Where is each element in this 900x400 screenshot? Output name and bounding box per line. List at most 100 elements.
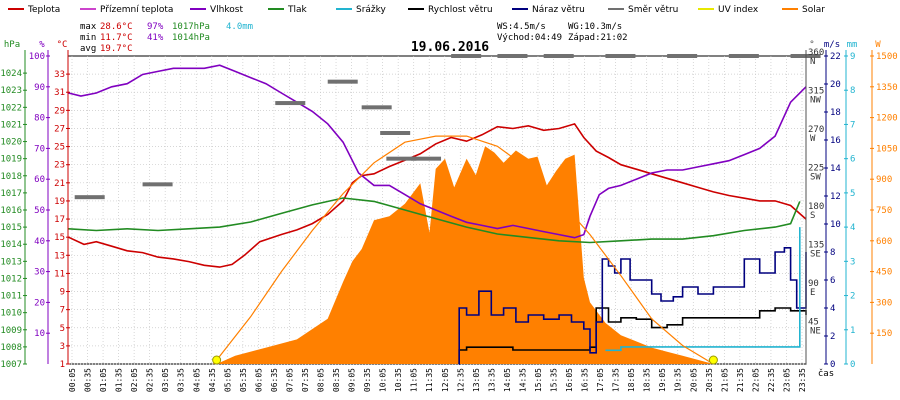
chart-title: 19.06.2016: [411, 40, 489, 55]
y-tick-label: 1009: [0, 326, 22, 336]
y-tick-label: 1200: [876, 114, 898, 124]
x-tick-label: 01:05: [99, 368, 108, 392]
direction-tick-value: 135: [808, 241, 824, 251]
y-tick-label: 100: [29, 52, 45, 62]
legend-label: UV index: [718, 5, 759, 15]
x-tick-label: 06:05: [254, 368, 263, 392]
direction-tick-value: 45: [808, 318, 819, 328]
solar-area: [216, 146, 714, 364]
x-tick-label: 07:35: [301, 368, 310, 392]
y-tick-label: 1023: [0, 86, 22, 96]
y-tick-label: 50: [34, 206, 45, 216]
y-tick-label: 9: [850, 52, 855, 62]
wind-direction-mark: [327, 79, 358, 84]
y-tick-label: 70: [34, 144, 45, 154]
unit-w: W: [875, 40, 881, 50]
stat-min-press: 1014hPa: [172, 33, 210, 43]
y-tick-label: 600: [876, 237, 892, 247]
direction-tick-label: SE: [810, 250, 821, 260]
x-tick-label: 08:35: [332, 368, 341, 392]
x-tick-label: 23:05: [782, 368, 791, 392]
x-tick-label: 04:35: [208, 368, 217, 392]
series-tlak-line: [68, 197, 801, 244]
y-tick-label: 8: [850, 86, 855, 96]
y-tick-label: 1008: [0, 343, 22, 353]
x-tick-label: 13:35: [487, 368, 496, 392]
y-tick-label: 23: [54, 161, 65, 171]
direction-tick-value: 315: [808, 87, 824, 97]
legend-label: Teplota: [27, 5, 60, 15]
stat-wg: WG:10.3m/s: [568, 22, 622, 32]
x-tick-label: 22:05: [751, 368, 760, 392]
wind-direction-mark: [74, 195, 105, 200]
y-tick-label: 80: [34, 114, 45, 124]
y-tick-label: 1050: [876, 144, 898, 154]
x-tick-label: 12:05: [441, 368, 450, 392]
x-tick-label: 14:05: [503, 368, 512, 392]
y-tick-label: 16: [830, 136, 841, 146]
y-tick-label: 18: [830, 108, 841, 118]
y-tick-label: 1350: [876, 83, 898, 93]
wind-direction-mark: [411, 156, 442, 161]
y-tick-label: 60: [34, 175, 45, 185]
x-tick-label: 00:05: [68, 368, 77, 392]
direction-tick-value: 360: [808, 48, 824, 58]
wind-direction-mark: [728, 54, 759, 58]
stat-min-hum: 41%: [147, 33, 164, 43]
legend-label: Vlhkost: [210, 5, 243, 15]
x-tick-label: 18:35: [643, 368, 652, 392]
wind-direction-mark: [451, 54, 482, 58]
wind-direction-mark: [386, 156, 417, 161]
stat-max-rain: 4.0mm: [226, 22, 253, 32]
y-tick-label: 1013: [0, 257, 22, 267]
y-tick-label: 29: [54, 106, 65, 116]
y-tick-label: 750: [876, 206, 892, 216]
y-tick-label: 4: [850, 223, 855, 233]
y-tick-label: 20: [34, 298, 45, 308]
direction-tick-value: 225: [808, 164, 824, 174]
x-tick-label: 10:05: [379, 368, 388, 392]
x-tick-label: 05:35: [239, 368, 248, 392]
x-tick-label: 10:35: [394, 368, 403, 392]
y-tick-label: 7: [850, 120, 855, 130]
x-tick-label: 09:35: [363, 368, 372, 392]
stat-min-temp: 11.7°C: [100, 33, 133, 43]
x-tick-label: 07:05: [285, 368, 294, 392]
y-tick-label: 1017: [0, 189, 22, 199]
legend-label: Rychlost větru: [428, 5, 493, 15]
y-tick-label: 0: [830, 360, 835, 370]
wind-direction-mark: [667, 54, 698, 58]
x-tick-label: 05:05: [223, 368, 232, 392]
legend-label: Srážky: [356, 5, 387, 15]
x-tick-label: 20:35: [705, 368, 714, 392]
y-tick-label: 1011: [0, 292, 22, 302]
y-tick-label: 300: [876, 298, 892, 308]
stat-sunset: Západ:21:02: [568, 33, 628, 43]
y-tick-label: 10: [34, 329, 45, 339]
legend-label: Tlak: [287, 5, 308, 15]
x-tick-label: 20:05: [689, 368, 698, 392]
y-tick-label: 900: [876, 175, 892, 185]
direction-tick-value: 90: [808, 279, 819, 289]
x-tick-label: 21:05: [720, 368, 729, 392]
y-tick-label: 450: [876, 268, 892, 278]
direction-tick-value: 270: [808, 125, 824, 135]
x-tick-label: 22:35: [767, 368, 776, 392]
axes: 00:05 00:35 01:05 01:35 02:05 02:35 03:05 03:35…: [0, 48, 897, 392]
y-tick-label: 19: [54, 197, 65, 207]
x-tick-label: 14:35: [518, 368, 527, 392]
x-tick-label: 16:05: [565, 368, 574, 392]
x-tick-label: 12:35: [456, 368, 465, 392]
direction-tick-label: N: [810, 57, 815, 67]
y-tick-label: 1012: [0, 274, 22, 284]
x-tick-label: 04:05: [192, 368, 201, 392]
x-tick-label: 11:05: [410, 368, 419, 392]
y-tick-label: 1016: [0, 206, 22, 216]
direction-tick-label: NW: [810, 96, 821, 106]
x-tick-label: 17:35: [612, 368, 621, 392]
y-tick-label: 1024: [0, 69, 22, 79]
x-tick-label: 19:35: [674, 368, 683, 392]
series-teplota-line: [68, 122, 807, 268]
stat-max-press: 1017hPa: [172, 22, 210, 32]
